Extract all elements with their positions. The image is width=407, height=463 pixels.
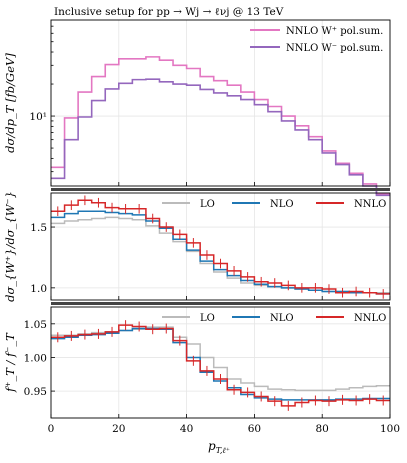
y-axis-label: dσ_{W⁺}/dσ_{W⁻}: [3, 191, 17, 302]
y-tick-label: 1.5: [30, 222, 47, 234]
x-tick-label: 100: [380, 423, 400, 435]
x-tick-label: 20: [112, 423, 125, 435]
legend-label: NNLO W⁻ pol.sum.: [286, 43, 383, 54]
panel-frame: [50, 306, 391, 419]
series-middle-2: [51, 199, 390, 295]
legend-label: NLO: [270, 313, 294, 324]
y-axis-label: f⁺_T / f⁻_T: [3, 332, 17, 393]
panel-middle: 1.0 1.5 dσ_{W⁺}/dσ_{W⁻} LO NLO NNLO: [3, 191, 391, 302]
series-middle-0: [51, 216, 390, 294]
panel-frame: [50, 192, 391, 301]
series-top-1: [51, 78, 390, 197]
x-axis-label: pT,ℓ⁺: [208, 439, 230, 455]
y-tick-label: 1.05: [24, 319, 47, 331]
legend-label: LO: [200, 199, 215, 210]
legend-label: NNLO: [354, 313, 386, 324]
x-tick-label: 40: [180, 423, 193, 435]
series-top-0: [51, 56, 390, 195]
panel-frame: [50, 19, 391, 187]
series-middle-1: [51, 210, 390, 295]
y-tick-label: 1.00: [24, 352, 47, 364]
legend-label: NLO: [270, 199, 294, 210]
y-axis-label: dσ/dp_T [fb/GeV]: [3, 53, 17, 153]
y-tick-label: 0.95: [24, 386, 47, 398]
y-tick-label: 10¹: [29, 111, 47, 123]
panel-top: 10¹ dσ/dp_T [fb/GeV] NNLO W⁺ pol.sum. NNLO …: [3, 19, 391, 197]
legend-label: NNLO: [354, 199, 386, 210]
x-tick-label: 80: [316, 423, 329, 435]
series-bottom-2: [51, 324, 390, 407]
chart-title: Inclusive setup for pp → Wj → ℓνj @ 13 T…: [54, 6, 284, 18]
legend-label: LO: [200, 313, 215, 324]
x-tick-label: 60: [248, 423, 261, 435]
panel-bottom: 0.95 1.00 1.05 0 20 40 60 80 100 f⁺_T / f⁻_T LO NLO…: [3, 306, 400, 435]
x-tick-label: 0: [48, 423, 55, 435]
legend-label: NNLO W⁺ pol.sum.: [286, 26, 383, 37]
y-tick-label: 1.0: [30, 283, 47, 295]
